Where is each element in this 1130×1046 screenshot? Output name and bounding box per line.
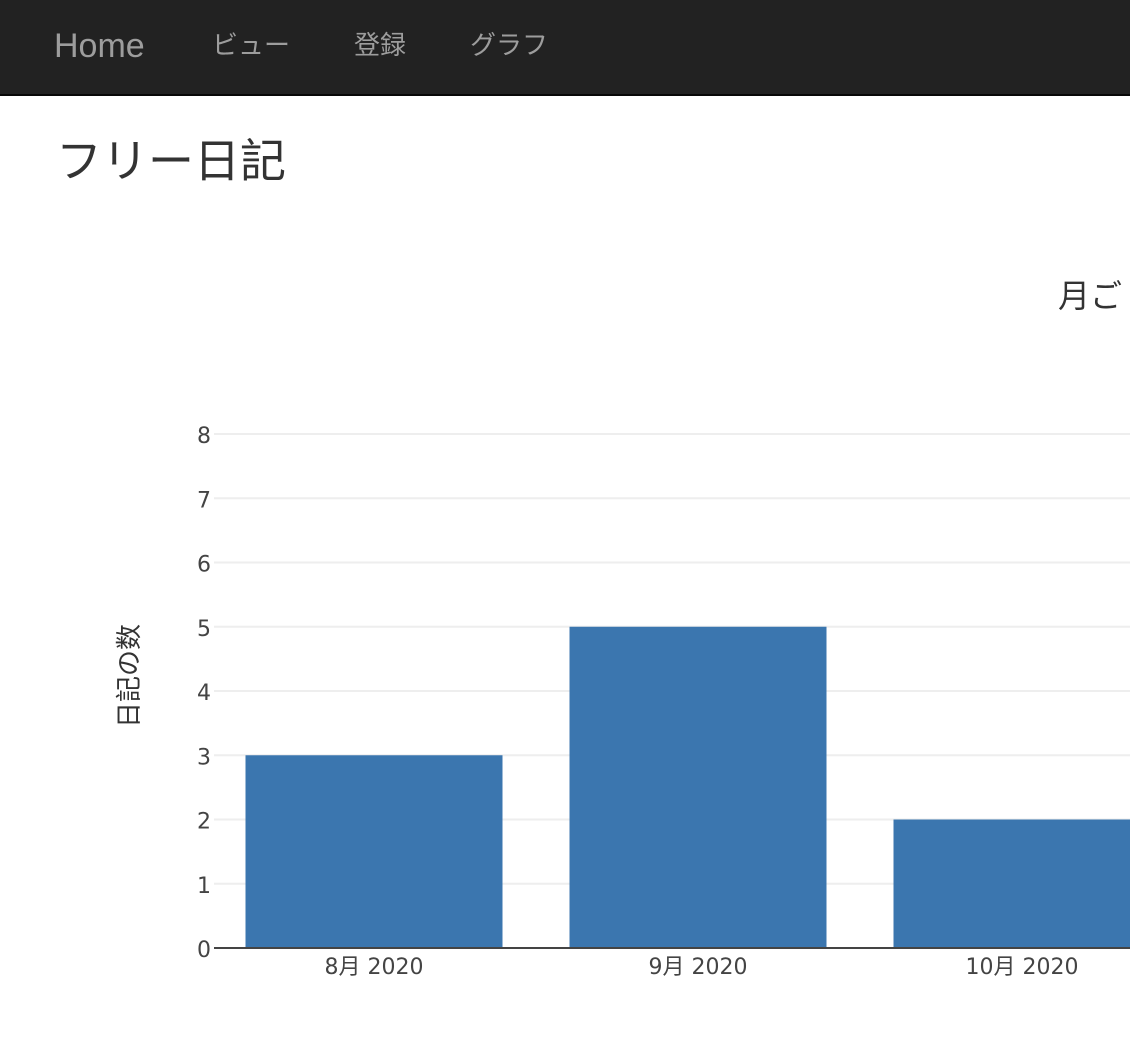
y-tick-label: 2 [197, 810, 211, 835]
y-tick-label: 0 [197, 938, 211, 963]
nav-item-graph[interactable]: グラフ [470, 31, 549, 61]
axis-layer: 0 1 2 3 4 5 6 7 8 8月 2020 9月 2020 10月 2020 [197, 424, 1130, 980]
y-axis-title: 日記の数 [115, 624, 145, 728]
home-link[interactable]: Home [54, 27, 145, 65]
y-tick-label: 3 [197, 745, 211, 770]
y-tick-label: 6 [197, 553, 211, 578]
chart-title: 月ご [1058, 277, 1122, 315]
y-tick-label: 4 [197, 681, 211, 706]
nav-item-view[interactable]: ビュー [212, 31, 291, 61]
nav-item-register[interactable]: 登録 [354, 31, 407, 61]
navbar: Home ビュー 登録 グラフ [0, 0, 1130, 96]
y-tick-label: 8 [197, 424, 211, 449]
y-tick-label: 5 [197, 617, 211, 642]
bar[interactable] [893, 819, 1130, 949]
page-title: フリー日記 [56, 134, 286, 188]
y-tick-label: 1 [197, 874, 211, 899]
x-tick-label: 10月 2020 [966, 955, 1079, 980]
bar-layer [245, 626, 1130, 949]
x-tick-label: 8月 2020 [325, 955, 424, 980]
y-tick-label: 7 [197, 488, 211, 513]
bar[interactable] [569, 626, 827, 948]
bar[interactable] [245, 755, 503, 948]
x-tick-label: 9月 2020 [649, 955, 748, 980]
